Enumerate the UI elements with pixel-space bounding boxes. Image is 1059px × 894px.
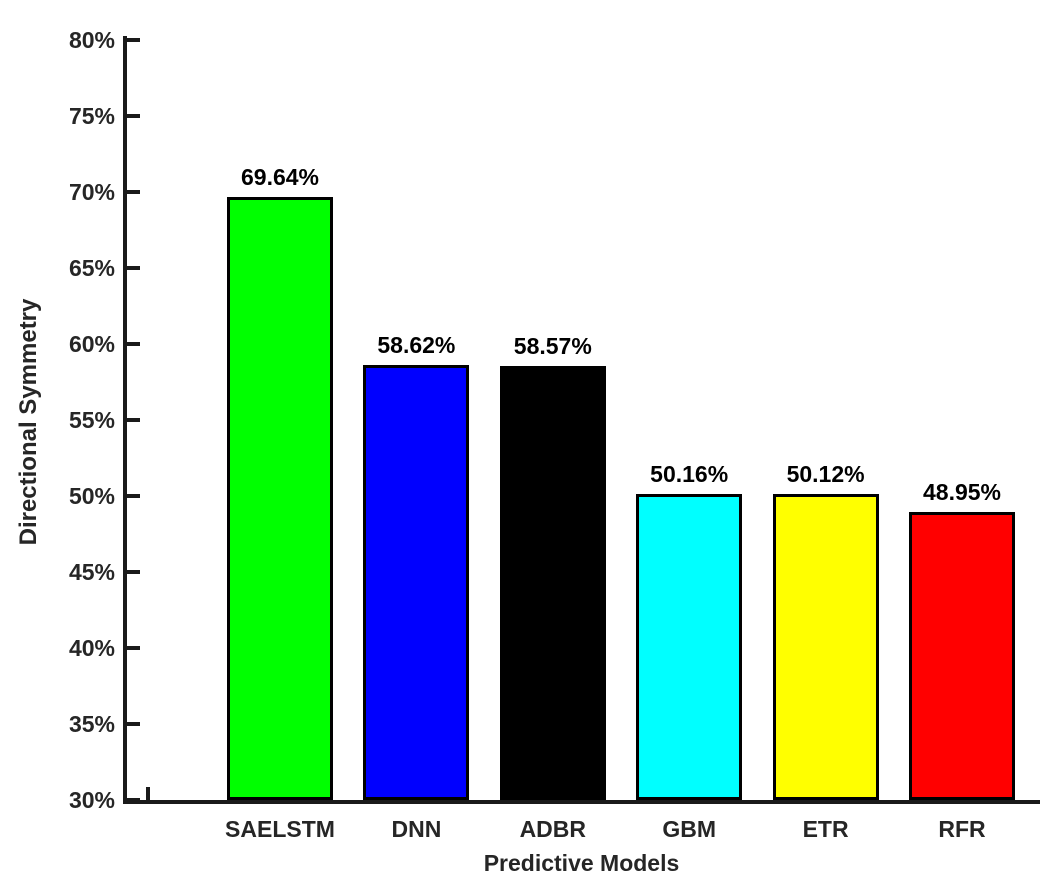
bar-adbr	[499, 365, 606, 800]
y-tick	[127, 114, 140, 118]
y-tick	[127, 798, 140, 802]
y-tick-label: 80%	[68, 27, 115, 53]
y-tick-label: 50%	[68, 483, 115, 509]
y-tick	[127, 494, 140, 498]
y-tick-label: 65%	[68, 255, 115, 281]
y-tick	[127, 38, 140, 42]
bar-value-label: 58.62%	[377, 331, 456, 358]
x-tick-label: RFR	[938, 816, 986, 842]
y-tick	[127, 266, 140, 270]
bar-gbm	[636, 493, 743, 800]
y-tick-label: 75%	[68, 103, 115, 129]
bar-value-label: 50.16%	[650, 460, 729, 487]
y-tick	[127, 418, 140, 422]
bar-value-label: 48.95%	[922, 478, 1001, 505]
y-tick	[127, 646, 140, 650]
bar-etr	[772, 494, 879, 800]
y-tick-label: 45%	[68, 559, 115, 585]
y-tick-label: 30%	[68, 787, 115, 813]
bar-value-label: 58.57%	[513, 332, 592, 359]
bar-saelstm	[227, 197, 333, 800]
y-tick	[127, 570, 140, 574]
y-tick-label: 55%	[68, 407, 115, 433]
y-tick-label: 35%	[68, 711, 115, 737]
bar-value-label: 69.64%	[240, 164, 319, 191]
y-tick	[127, 342, 140, 346]
x-tick-label: ETR	[802, 816, 849, 842]
x-origin-tick	[146, 787, 150, 800]
bar-dnn	[363, 364, 470, 800]
y-tick	[127, 190, 140, 194]
x-tick-label: DNN	[391, 816, 442, 842]
x-axis-line	[123, 800, 1040, 804]
x-tick-label: ADBR	[519, 816, 587, 842]
y-axis-line	[123, 36, 127, 804]
x-tick-label: GBM	[662, 816, 717, 842]
x-tick-label: SAELSTM	[225, 816, 335, 842]
y-tick	[127, 722, 140, 726]
bar-value-label: 50.12%	[786, 461, 865, 488]
x-axis-label: Predictive Models	[483, 850, 680, 876]
y-tick-label: 70%	[68, 179, 115, 205]
y-tick-label: 40%	[68, 635, 115, 661]
bar-rfr	[909, 511, 1015, 800]
y-tick-label: 60%	[68, 331, 115, 357]
